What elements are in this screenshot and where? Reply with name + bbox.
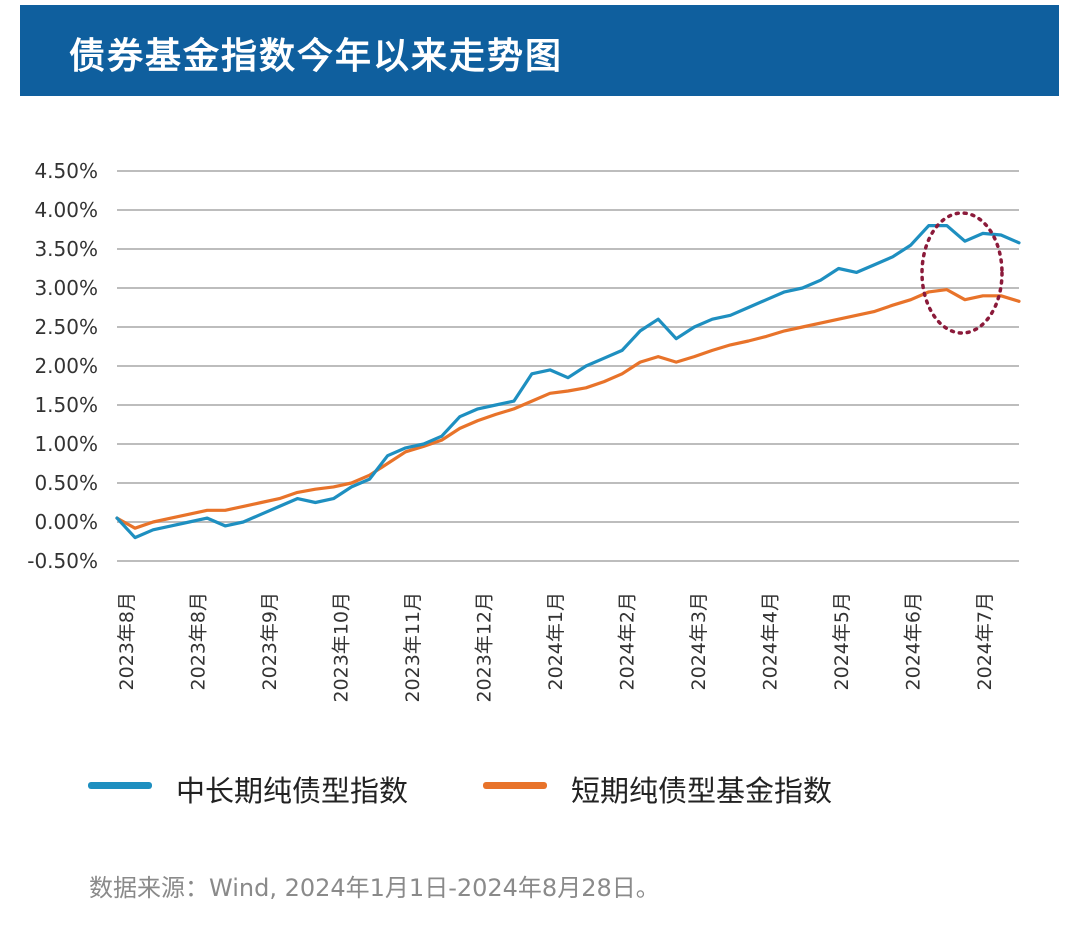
x-tick-label: 2023年8月 xyxy=(116,592,138,690)
x-axis-ticks: 2023年8月 2023年8月 2023年9月 2023年10月 2023年11月 202… xyxy=(116,592,996,703)
x-tick-label: 2023年12月 xyxy=(474,592,496,703)
source-note: 数据来源：Wind, 2024年1月1日-2024年8月28日。 xyxy=(89,874,660,902)
y-tick-label: 2.50% xyxy=(34,315,98,339)
x-tick-label: 2023年11月 xyxy=(402,592,424,703)
legend-label-long-term: 中长期纯债型指数 xyxy=(176,774,409,808)
legend-label-short-term: 短期纯债型基金指数 xyxy=(571,774,833,808)
x-tick-label: 2024年2月 xyxy=(617,592,639,690)
y-tick-label: 2.00% xyxy=(34,354,98,378)
y-tick-label: 4.00% xyxy=(34,198,98,222)
x-tick-label: 2023年9月 xyxy=(259,592,281,690)
y-tick-label: 0.50% xyxy=(34,471,98,495)
series-line-long-term xyxy=(115,224,1021,540)
title-banner: 债券基金指数今年以来走势图 xyxy=(20,5,1059,96)
x-tick-label: 2024年4月 xyxy=(760,592,782,690)
highlight-ellipse xyxy=(920,211,1004,335)
legend-swatch-short-term xyxy=(483,782,547,789)
y-tick-label: 1.00% xyxy=(34,432,98,456)
x-tick-label: 2024年6月 xyxy=(903,592,925,690)
y-tick-label: 1.50% xyxy=(34,393,98,417)
x-tick-label: 2023年10月 xyxy=(331,592,353,703)
x-tick-label: 2023年8月 xyxy=(188,592,210,690)
legend-swatch-long-term xyxy=(88,782,152,789)
y-tick-label: 3.50% xyxy=(34,237,98,261)
y-tick-label: 0.00% xyxy=(34,510,98,534)
y-axis-ticks: 4.50% 4.00% 3.50% 3.00% 2.50% 2.00% 1.50% 1.00%… xyxy=(27,159,98,573)
x-tick-label: 2024年3月 xyxy=(688,592,710,690)
series-line-short-term xyxy=(115,288,1021,530)
x-tick-label: 2024年5月 xyxy=(831,592,853,690)
x-tick-label: 2024年1月 xyxy=(545,592,567,690)
y-tick-label: 4.50% xyxy=(34,159,98,183)
chart-title: 债券基金指数今年以来走势图 xyxy=(69,36,564,77)
series-lines xyxy=(115,224,1021,540)
x-tick-label: 2024年7月 xyxy=(974,592,996,690)
y-tick-label: 3.00% xyxy=(34,276,98,300)
line-chart: 4.50% 4.00% 3.50% 3.00% 2.50% 2.00% 1.50% 1.00%… xyxy=(27,159,1021,703)
gridlines xyxy=(117,170,1019,562)
y-tick-label: -0.50% xyxy=(27,549,98,573)
